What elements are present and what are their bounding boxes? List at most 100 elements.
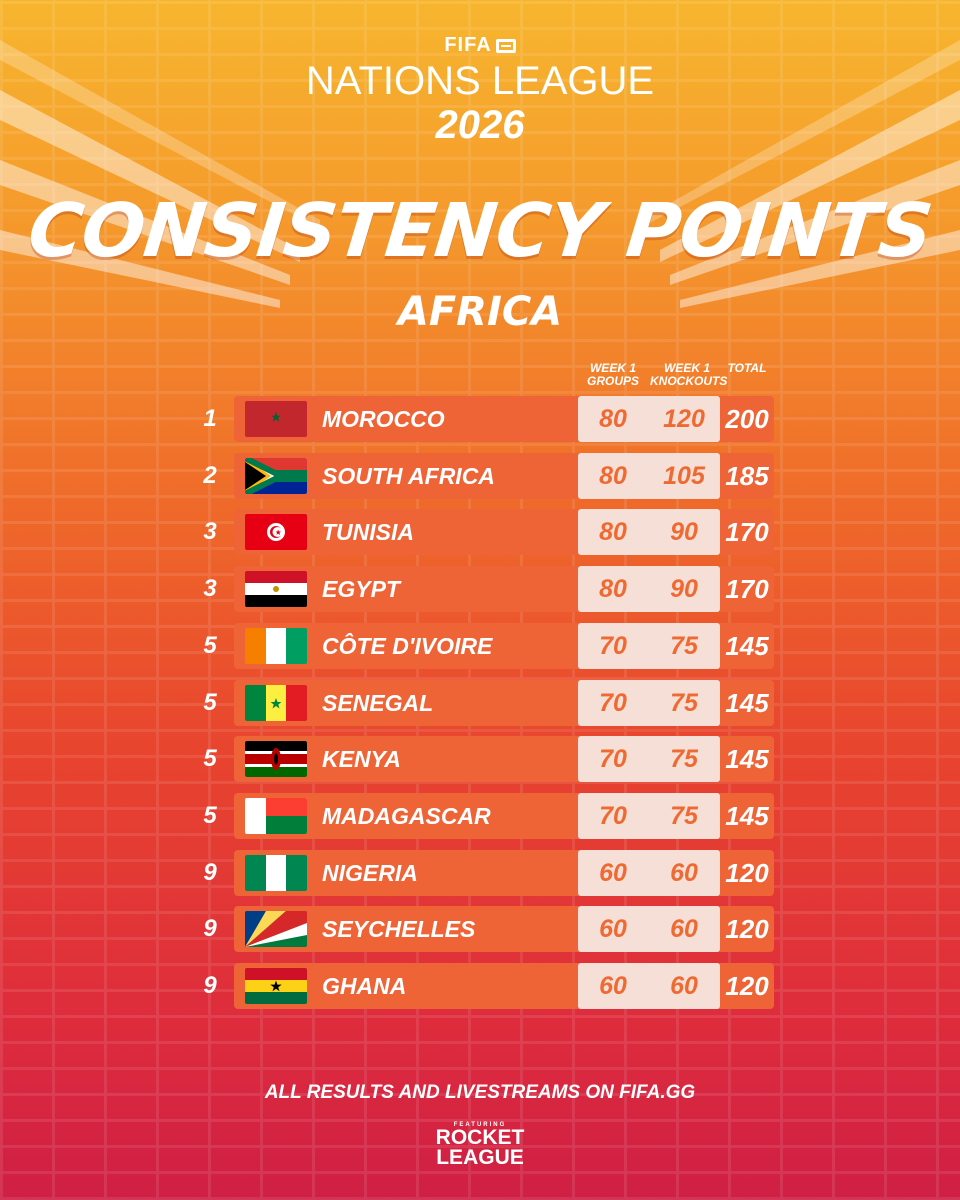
knockout-points: 105 xyxy=(663,461,705,490)
league-year: 2026 xyxy=(435,103,525,147)
table-row: 9 NIGERIA 60 60 120 xyxy=(0,849,960,896)
row-body: EGYPT 80 90 170 xyxy=(234,566,774,613)
page-title: CONSISTENCY POINTS xyxy=(24,188,936,274)
total-column-header: TOTAL xyxy=(727,361,767,375)
row-body: NIGERIA 60 60 120 xyxy=(234,849,774,896)
rank: 5 xyxy=(203,688,217,716)
country-name: TUNISIA xyxy=(322,519,414,546)
row-body: MADAGASCAR 70 75 145 xyxy=(234,792,774,839)
knockout-points: 75 xyxy=(670,801,698,830)
total-points: 145 xyxy=(725,800,769,831)
kenya-flag-icon xyxy=(245,741,307,778)
knockout-points: 120 xyxy=(663,405,705,433)
groups-points: 60 xyxy=(599,972,627,1000)
header: FIFA NATIONS LEAGUE 2026 xyxy=(0,34,960,147)
country-name: SENEGAL xyxy=(322,689,434,716)
knockout-points: 75 xyxy=(670,745,698,774)
senegal-flag-icon xyxy=(245,684,307,721)
table-row: 3 EGYPT 80 90 170 xyxy=(0,566,960,613)
table-row: 9 GHANA 60 60 120 xyxy=(0,963,960,1009)
total-points: 145 xyxy=(725,744,769,775)
total-points: 145 xyxy=(725,687,769,718)
total-points: 185 xyxy=(725,460,769,491)
rank: 3 xyxy=(203,518,217,546)
league-name: NATIONS LEAGUE xyxy=(305,59,655,103)
column-headers: WEEK 1 GROUPS WEEK 1 KNOCKOUTS TOTAL xyxy=(0,362,960,392)
featuring-label: FEATURING xyxy=(453,1122,507,1128)
country-name: SOUTH AFRICA xyxy=(322,462,495,489)
points-box xyxy=(578,509,720,556)
groups-points: 70 xyxy=(599,745,627,774)
row-body: TUNISIA 80 90 170 xyxy=(234,509,774,556)
row-body: MOROCCO 80 120 200 xyxy=(234,396,774,442)
total-points: 170 xyxy=(725,574,769,605)
country-name: SEYCHELLES xyxy=(322,916,476,943)
row-body: CÔTE D'IVOIRE 70 75 145 xyxy=(234,622,774,669)
footer-cta: ALL RESULTS AND LIVESTREAMS ON FIFA.GG xyxy=(264,1082,696,1103)
seychelles-flag-icon xyxy=(245,911,307,948)
country-name: MOROCCO xyxy=(322,406,445,432)
table-row: 5 KENYA 70 75 145 xyxy=(0,736,960,783)
morocco-flag-icon xyxy=(245,401,307,437)
table-row: 9 SEYCHELLES 60 60 120 xyxy=(0,906,960,953)
knockout-points: 60 xyxy=(670,972,698,1000)
groups-points: 80 xyxy=(599,575,627,604)
table-row: 5 MADAGASCAR 70 75 145 xyxy=(0,792,960,839)
e-logo-icon xyxy=(495,38,516,53)
rocket-league-logo-line2: LEAGUE xyxy=(436,1146,524,1169)
knockout-points: 90 xyxy=(670,518,698,547)
nigeria-flag-icon xyxy=(245,854,307,891)
egypt-flag-icon xyxy=(245,571,307,608)
points-box xyxy=(578,963,720,1009)
groups-points: 80 xyxy=(599,461,627,490)
table-row: 1 MOROCCO 80 120 200 xyxy=(0,396,960,442)
points-box xyxy=(578,396,720,442)
points-box xyxy=(578,452,720,499)
brand-text: FIFA xyxy=(444,34,492,56)
points-box xyxy=(578,566,720,613)
rank: 1 xyxy=(203,405,217,432)
rank: 5 xyxy=(203,745,217,773)
total-points: 120 xyxy=(725,857,769,888)
total-points: 120 xyxy=(725,914,769,945)
country-name: GHANA xyxy=(322,973,407,999)
table-row: 5 CÔTE D'IVOIRE 70 75 145 xyxy=(0,622,960,669)
total-points: 170 xyxy=(725,517,769,548)
rank: 3 xyxy=(203,575,217,603)
country-name: KENYA xyxy=(322,746,401,773)
rank: 5 xyxy=(203,801,217,829)
country-name: EGYPT xyxy=(322,576,400,603)
table-row: 3 TUNISIA 80 90 170 xyxy=(0,509,960,556)
table-row: 5 SENEGAL 70 75 145 xyxy=(0,679,960,726)
points-box xyxy=(578,736,720,783)
rank: 9 xyxy=(203,972,217,999)
knockouts-column-header: WEEK 1 KNOCKOUTS xyxy=(650,361,728,388)
total-points: 200 xyxy=(725,404,769,434)
groups-points: 80 xyxy=(599,518,627,547)
country-name: NIGERIA xyxy=(322,859,418,886)
knockout-points: 75 xyxy=(670,688,698,717)
groups-points: 60 xyxy=(599,915,627,944)
table-row: 2 SOUTH AFRICA 80 105 185 xyxy=(0,452,960,499)
cote-divoire-flag-icon xyxy=(245,627,307,664)
groups-points: 70 xyxy=(599,801,627,830)
points-box xyxy=(578,849,720,896)
south-africa-flag-icon xyxy=(245,457,307,494)
row-body: SEYCHELLES 60 60 120 xyxy=(234,906,774,953)
knockout-points: 75 xyxy=(670,631,698,660)
rank: 2 xyxy=(203,461,217,489)
points-box xyxy=(578,906,720,953)
country-name: CÔTE D'IVOIRE xyxy=(322,632,493,659)
points-box xyxy=(578,679,720,726)
madagascar-flag-icon xyxy=(245,797,307,834)
rank: 9 xyxy=(203,915,217,943)
points-box xyxy=(578,622,720,669)
groups-points: 70 xyxy=(599,631,627,660)
region-title: AFRICA xyxy=(397,289,563,335)
groups-points: 80 xyxy=(599,405,627,433)
knockout-points: 60 xyxy=(670,915,698,944)
groups-points: 60 xyxy=(599,858,627,887)
total-points: 120 xyxy=(725,971,769,1001)
row-body: GHANA 60 60 120 xyxy=(234,963,774,1009)
row-body: SENEGAL 70 75 145 xyxy=(234,679,774,726)
